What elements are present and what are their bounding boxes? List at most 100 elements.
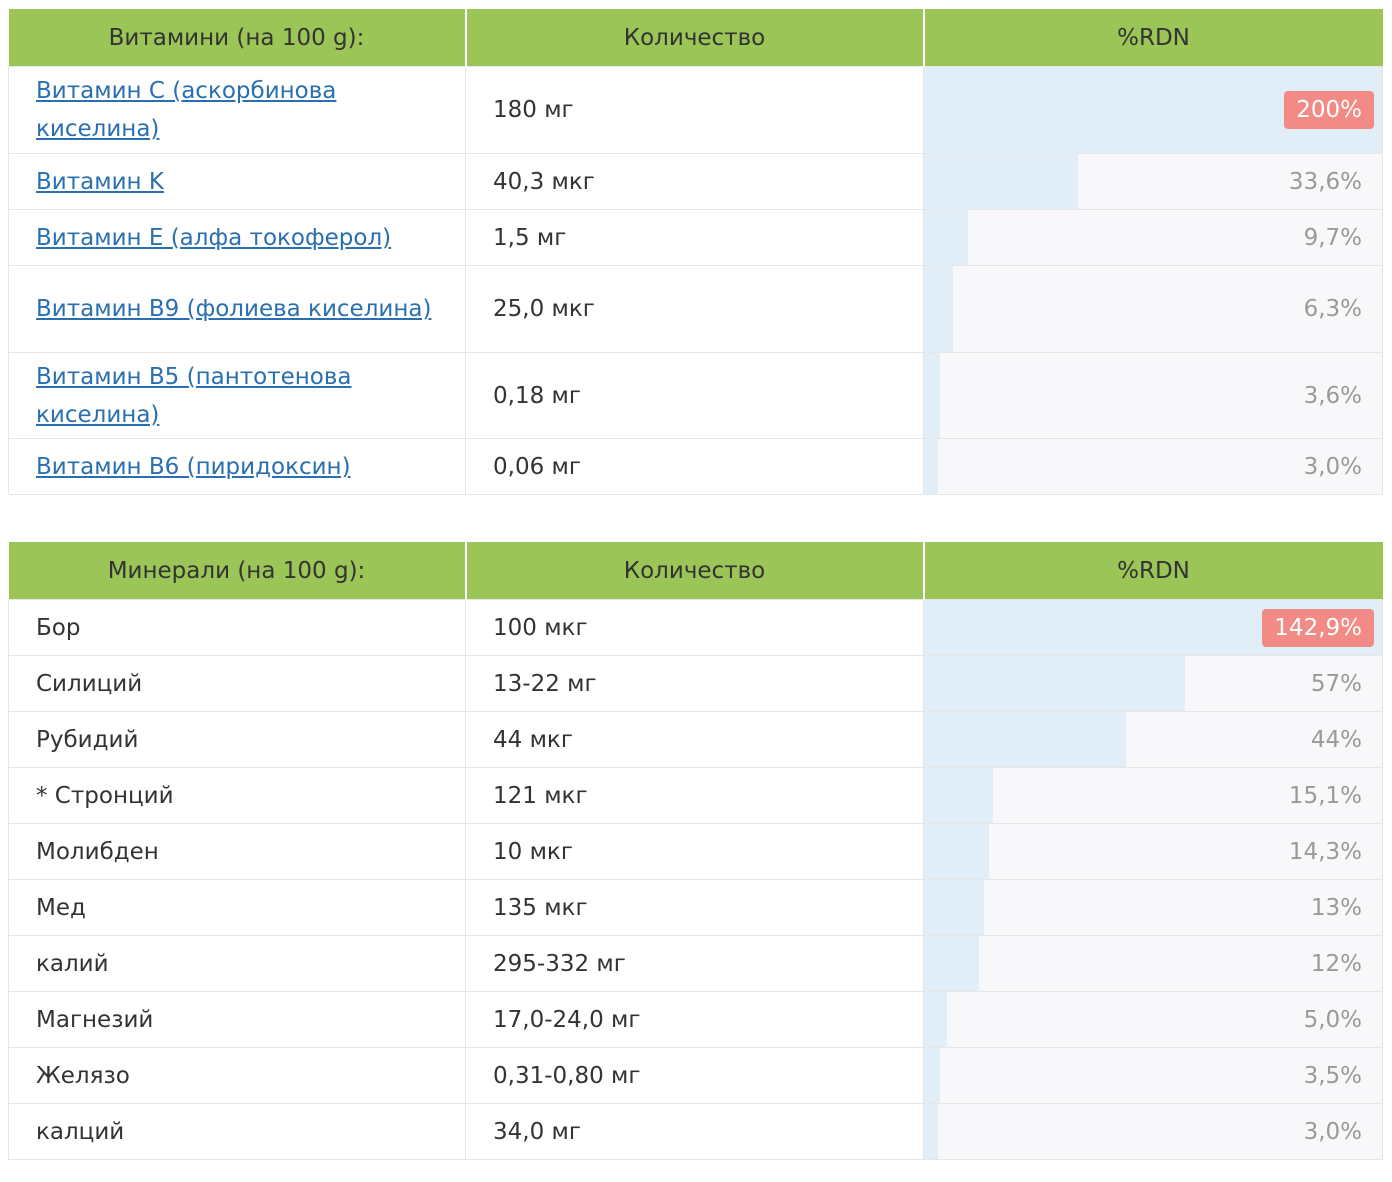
rdn-bar (924, 992, 947, 1047)
table-row: калций 34,0 мг 3,0% (8, 1103, 1383, 1160)
rdn-bar (924, 880, 984, 935)
mineral-name: Силиций (8, 655, 466, 712)
vitamin-amount: 40,3 мкг (465, 153, 924, 210)
vitamin-link[interactable]: Витамин E (алфа токоферол) (36, 224, 392, 251)
rdn-cell: 3,0% (923, 1103, 1383, 1160)
vitamin-amount: 1,5 мг (465, 209, 924, 266)
rdn-cell: 6,3% (923, 265, 1383, 353)
mineral-amount: 295-332 мг (465, 935, 924, 992)
vitamin-link[interactable]: Витамин B5 (пантотенова киселина) (36, 363, 352, 428)
rdn-value: 3,0% (1303, 453, 1362, 480)
rdn-value: 3,5% (1303, 1062, 1362, 1089)
vitamin-amount: 0,06 мг (465, 438, 924, 495)
mineral-amount: 17,0-24,0 мг (465, 991, 924, 1048)
rdn-cell: 57% (923, 655, 1383, 712)
rdn-cell: 3,5% (923, 1047, 1383, 1104)
rdn-bar (924, 936, 979, 991)
minerals-table-wrap: Минерали (на 100 g): Количество %RDN Бор… (8, 542, 1383, 1160)
mineral-name: калий (8, 935, 466, 992)
table-row: Витамин B9 (фолиева киселина) 25,0 мкг 6… (8, 265, 1383, 353)
table-row: Витамин E (алфа токоферол) 1,5 мг 9,7% (8, 209, 1383, 266)
vitamins-header-row: Витамини (на 100 g): Количество %RDN (8, 9, 1383, 67)
rdn-cell: 13% (923, 879, 1383, 936)
vitamin-amount: 25,0 мкг (465, 265, 924, 353)
rdn-cell: 200% (923, 66, 1383, 154)
mineral-name: * Стронций (8, 767, 466, 824)
table-row: Рубидий 44 мкг 44% (8, 711, 1383, 768)
vitamin-amount: 0,18 мг (465, 352, 924, 439)
rdn-value: 57% (1310, 670, 1362, 697)
rdn-cell: 3,6% (923, 352, 1383, 439)
minerals-header-amount: Количество (465, 542, 925, 600)
table-row: Молибден 10 мкг 14,3% (8, 823, 1383, 880)
mineral-amount: 135 мкг (465, 879, 924, 936)
vitamin-link[interactable]: Витамин K (36, 168, 164, 195)
vitamin-name-cell: Витамин B5 (пантотенова киселина) (8, 352, 466, 439)
rdn-bar (924, 210, 969, 265)
rdn-value: 3,6% (1303, 382, 1362, 409)
table-row: Витамин K 40,3 мкг 33,6% (8, 153, 1383, 210)
vitamins-table: Витамини (на 100 g): Количество %RDN Вит… (8, 9, 1383, 495)
rdn-bar (924, 439, 938, 494)
rdn-cell: 5,0% (923, 991, 1383, 1048)
rdn-value: 12% (1310, 950, 1362, 977)
table-row: Витамин C (аскорбинова киселина) 180 мг … (8, 66, 1383, 154)
table-row: Мед 135 мкг 13% (8, 879, 1383, 936)
mineral-name: Магнезий (8, 991, 466, 1048)
rdn-value: 5,0% (1303, 1006, 1362, 1033)
rdn-bar (924, 1104, 938, 1159)
mineral-name: Молибден (8, 823, 466, 880)
minerals-table: Минерали (на 100 g): Количество %RDN Бор… (8, 542, 1383, 1160)
mineral-amount: 13-22 мг (465, 655, 924, 712)
rdn-cell: 12% (923, 935, 1383, 992)
mineral-amount: 100 мкг (465, 599, 924, 656)
rdn-value: 6,3% (1303, 296, 1362, 322)
table-row: Бор 100 мкг 142,9% (8, 599, 1383, 656)
table-row: Желязо 0,31-0,80 мг 3,5% (8, 1047, 1383, 1104)
rdn-value: 14,3% (1288, 838, 1362, 865)
rdn-bar (924, 712, 1126, 767)
minerals-header-name: Минерали (на 100 g): (8, 542, 467, 600)
table-row: Силиций 13-22 мг 57% (8, 655, 1383, 712)
mineral-amount: 34,0 мг (465, 1103, 924, 1160)
vitamin-amount: 180 мг (465, 66, 924, 154)
rdn-value: 44% (1310, 726, 1362, 753)
mineral-name: калций (8, 1103, 466, 1160)
vitamin-name-cell: Витамин B6 (пиридоксин) (8, 438, 466, 495)
rdn-value: 33,6% (1288, 168, 1362, 195)
mineral-name: Мед (8, 879, 466, 936)
vitamin-name-cell: Витамин K (8, 153, 466, 210)
mineral-name: Рубидий (8, 711, 466, 768)
mineral-name: Бор (8, 599, 466, 656)
rdn-badge: 142,9% (1262, 608, 1374, 647)
rdn-cell: 15,1% (923, 767, 1383, 824)
mineral-amount: 121 мкг (465, 767, 924, 824)
table-row: * Стронций 121 мкг 15,1% (8, 767, 1383, 824)
minerals-header-rdn: %RDN (923, 542, 1383, 600)
vitamin-link[interactable]: Витамин B9 (фолиева киселина) (36, 296, 432, 322)
vitamin-link[interactable]: Витамин C (аскорбинова киселина) (36, 78, 337, 142)
rdn-bar (924, 824, 990, 879)
vitamin-name-cell: Витамин E (алфа токоферол) (8, 209, 466, 266)
rdn-bar (924, 266, 953, 352)
mineral-amount: 44 мкг (465, 711, 924, 768)
rdn-bar (924, 656, 1186, 711)
vitamins-header-rdn: %RDN (923, 9, 1383, 67)
vitamin-link[interactable]: Витамин B6 (пиридоксин) (36, 453, 351, 480)
table-row: Витамин B6 (пиридоксин) 0,06 мг 3,0% (8, 438, 1383, 495)
rdn-value: 13% (1310, 894, 1362, 921)
rdn-cell: 44% (923, 711, 1383, 768)
rdn-value: 3,0% (1303, 1118, 1362, 1145)
vitamins-header-name: Витамини (на 100 g): (8, 9, 467, 67)
rdn-bar (924, 768, 994, 823)
rdn-cell: 142,9% (923, 599, 1383, 656)
rdn-badge: 200% (1284, 91, 1374, 129)
table-row: Магнезий 17,0-24,0 мг 5,0% (8, 991, 1383, 1048)
rdn-cell: 14,3% (923, 823, 1383, 880)
mineral-amount: 10 мкг (465, 823, 924, 880)
minerals-header-row: Минерали (на 100 g): Количество %RDN (8, 542, 1383, 600)
rdn-value: 9,7% (1303, 224, 1362, 251)
rdn-bar (924, 1048, 941, 1103)
mineral-amount: 0,31-0,80 мг (465, 1047, 924, 1104)
rdn-cell: 3,0% (923, 438, 1383, 495)
